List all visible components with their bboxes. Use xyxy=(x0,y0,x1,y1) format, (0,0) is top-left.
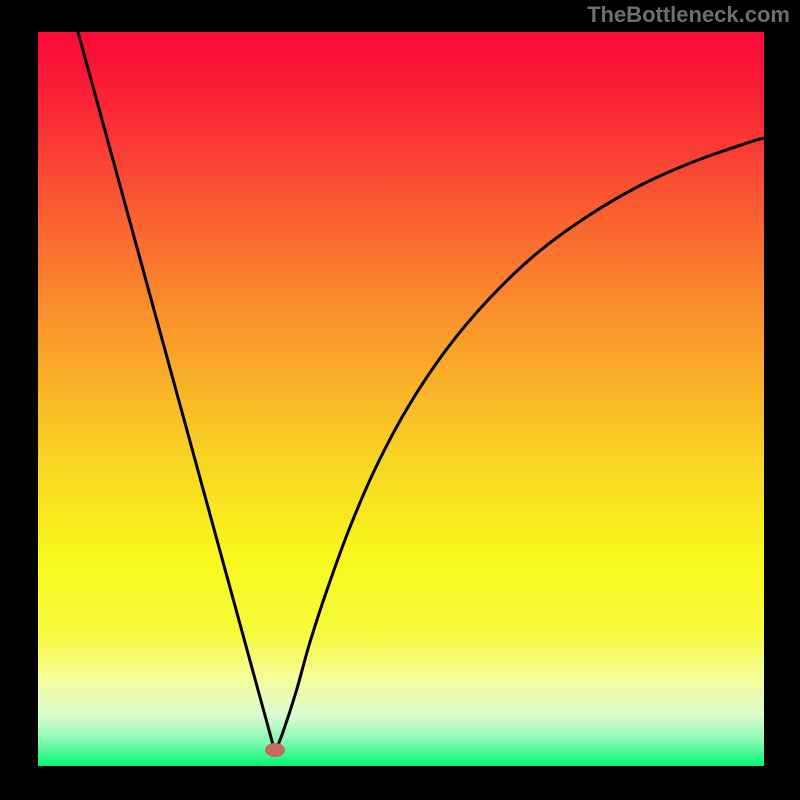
plot-area xyxy=(38,32,764,766)
watermark-text: TheBottleneck.com xyxy=(587,2,790,28)
left-branch xyxy=(78,32,275,752)
min-marker xyxy=(265,743,285,757)
curve-svg xyxy=(38,32,764,766)
right-branch xyxy=(275,138,764,752)
chart-container: TheBottleneck.com xyxy=(0,0,800,800)
